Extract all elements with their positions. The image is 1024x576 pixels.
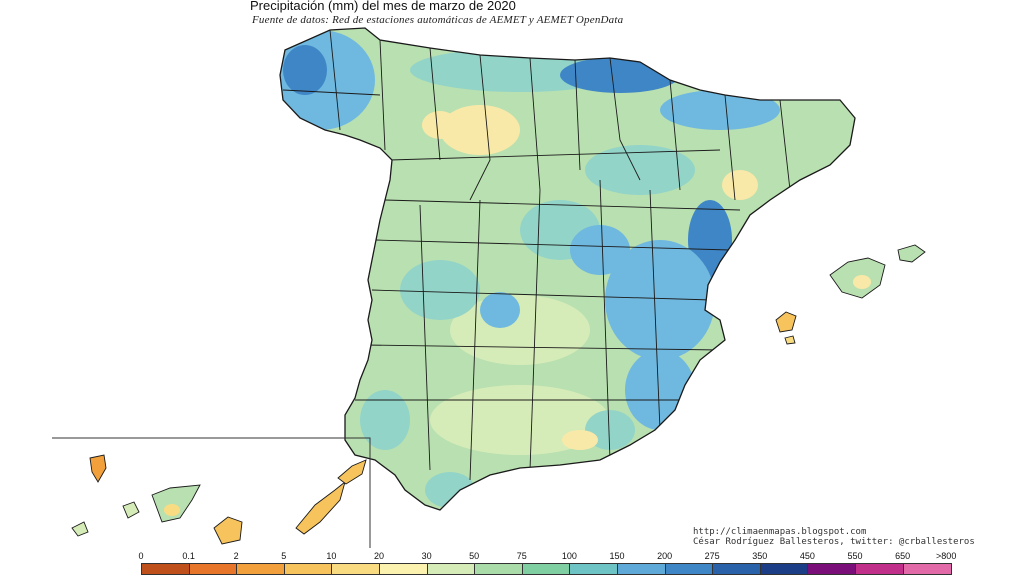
island-menorca bbox=[897, 244, 926, 263]
island-fuerteventura bbox=[295, 480, 346, 535]
legend-tick-label: 650 bbox=[895, 551, 911, 561]
legend-tick-label: >800 bbox=[936, 551, 957, 561]
canary-islands bbox=[71, 454, 367, 545]
legend-tick-label: 100 bbox=[561, 551, 577, 561]
legend-tick-labels: 0 0.1 2 5 10 20 30 50 75 100 150 200 275 350 450 550 650… bbox=[0, 551, 1024, 563]
legend-swatch bbox=[332, 564, 380, 574]
legend-swatch bbox=[665, 564, 714, 574]
zone-cadiz-wet bbox=[425, 472, 475, 508]
legend-swatch bbox=[189, 564, 238, 574]
legend-tick-label: 450 bbox=[799, 551, 815, 561]
legend-tick-label: 0.1 bbox=[182, 551, 195, 561]
peninsula-outline bbox=[279, 27, 856, 511]
zone-ebro-wet bbox=[585, 145, 695, 195]
legend-swatch bbox=[903, 564, 952, 574]
legend-tick-label: 30 bbox=[421, 551, 432, 561]
legend-swatch bbox=[237, 564, 285, 574]
legend-swatch bbox=[284, 564, 333, 574]
legend-tick-label: 150 bbox=[609, 551, 625, 561]
zone-murcia-wet bbox=[625, 350, 695, 430]
zone-pyrenees-wet bbox=[660, 90, 780, 130]
legend-tick-label: 75 bbox=[516, 551, 527, 561]
legend-swatch bbox=[427, 564, 476, 574]
legend-swatch bbox=[142, 564, 190, 574]
balearic-islands bbox=[775, 244, 926, 345]
legend-tick-label: 550 bbox=[847, 551, 863, 561]
credits-blog-url: http://climaenmapas.blogspot.com bbox=[693, 527, 867, 537]
island-la-gomera bbox=[122, 501, 140, 519]
island-tenerife bbox=[151, 484, 201, 523]
peninsula-landmass bbox=[280, 28, 855, 510]
credits-author: César Rodríguez Ballesteros, twitter: @c… bbox=[693, 537, 975, 547]
zone-granada-dry bbox=[562, 430, 598, 450]
map-subtitle: Fuente de datos: Red de estaciones autom… bbox=[252, 14, 624, 26]
legend-color-scale bbox=[141, 563, 953, 575]
canary-inset-frame bbox=[52, 437, 371, 548]
legend-tick-label: 0 bbox=[138, 551, 144, 561]
legend-swatch bbox=[522, 564, 571, 574]
island-gran-canaria bbox=[213, 516, 243, 545]
zone-toledo-wet bbox=[480, 292, 520, 328]
legend-tick-label: 10 bbox=[326, 551, 337, 561]
island-lanzarote bbox=[337, 459, 367, 485]
island-el-hierro bbox=[71, 521, 89, 537]
legend-tick-label: 50 bbox=[469, 551, 480, 561]
zone-extremadura-wet bbox=[400, 260, 480, 320]
zone-madrid-wet bbox=[570, 225, 630, 275]
island-ibiza bbox=[775, 311, 797, 333]
legend-swatch bbox=[713, 564, 761, 574]
legend-tick-label: 350 bbox=[752, 551, 768, 561]
legend-swatch bbox=[617, 564, 666, 574]
legend-swatch bbox=[570, 564, 618, 574]
legend-tick-label: 275 bbox=[704, 551, 720, 561]
credits: http://climaenmapas.blogspot.com César R… bbox=[693, 527, 975, 547]
legend-tick-label: 20 bbox=[373, 551, 385, 561]
legend-swatch bbox=[379, 564, 428, 574]
province-borders bbox=[282, 29, 791, 481]
island-formentera bbox=[784, 335, 796, 345]
zone-huelva-wet bbox=[360, 390, 410, 450]
island-la-palma bbox=[89, 454, 107, 483]
map-title: Precipitación (mm) del mes de marzo de 2… bbox=[250, 0, 516, 13]
zone-leon-dry bbox=[422, 111, 458, 139]
legend-tick-label: 5 bbox=[281, 551, 287, 561]
zone-east-wet bbox=[605, 240, 715, 360]
legend-tick-label: 2 bbox=[233, 551, 239, 561]
legend-swatch bbox=[808, 564, 856, 574]
legend-swatch bbox=[855, 564, 904, 574]
legend-swatch bbox=[475, 564, 523, 574]
legend-swatch bbox=[760, 564, 809, 574]
legend-tick-label: 200 bbox=[657, 551, 673, 561]
zone-castilla-dry bbox=[440, 105, 520, 155]
zone-galicia-heavy bbox=[283, 45, 327, 95]
zone-aragon-dry bbox=[722, 170, 758, 200]
